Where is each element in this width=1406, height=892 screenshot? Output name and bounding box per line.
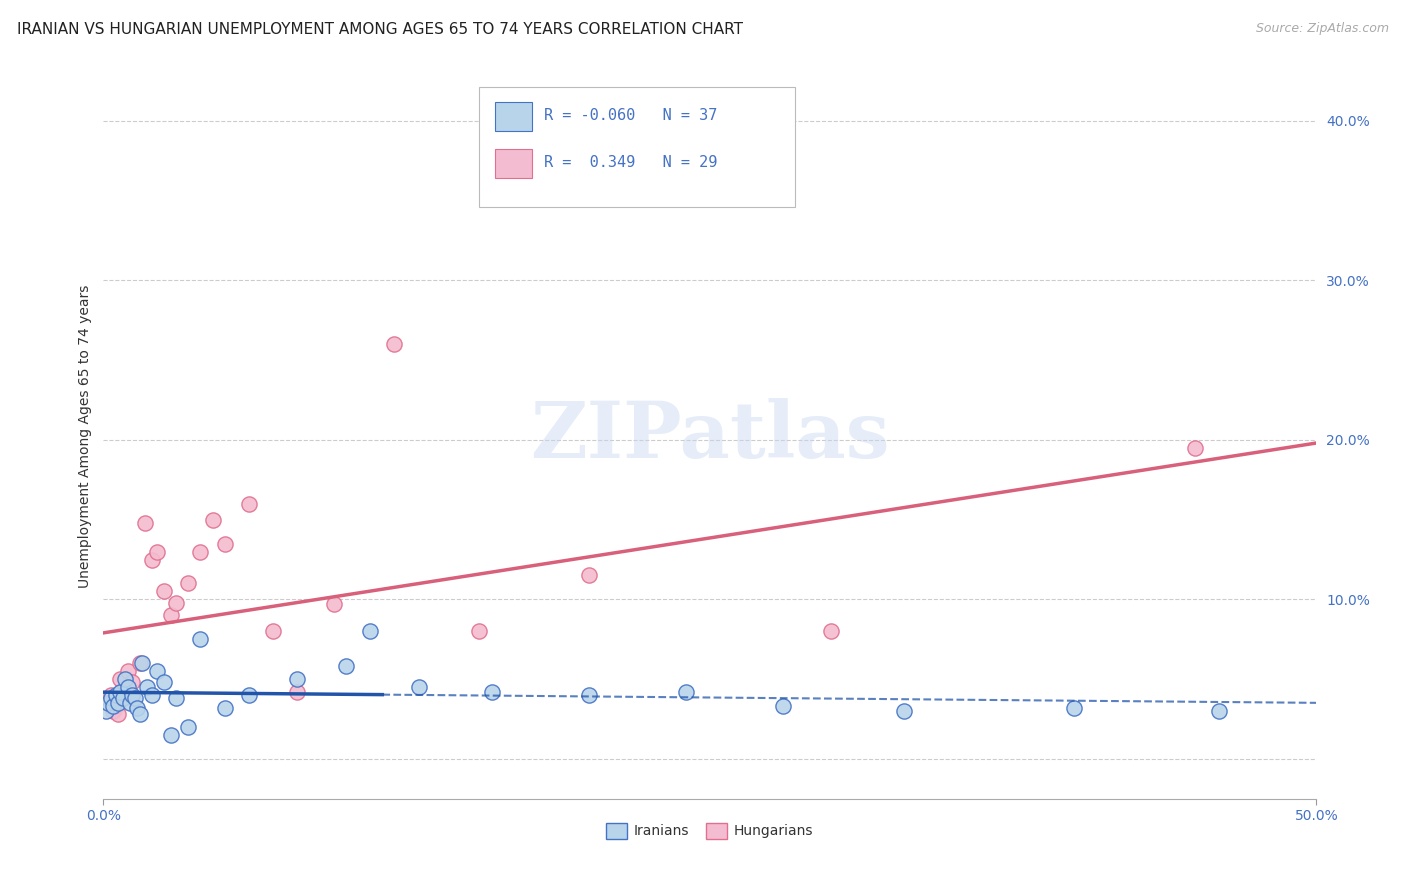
Point	[165, 691, 187, 706]
Point	[153, 675, 176, 690]
Point	[820, 624, 842, 639]
Point	[100, 691, 122, 706]
Point	[145, 544, 167, 558]
Point	[121, 688, 143, 702]
Point	[97, 696, 120, 710]
Text: IRANIAN VS HUNGARIAN UNEMPLOYMENT AMONG AGES 65 TO 74 YEARS CORRELATION CHART: IRANIAN VS HUNGARIAN UNEMPLOYMENT AMONG …	[17, 22, 742, 37]
Y-axis label: Unemployment Among Ages 65 to 74 years: Unemployment Among Ages 65 to 74 years	[79, 285, 93, 588]
Point	[214, 536, 236, 550]
Text: R =  0.349   N = 29: R = 0.349 N = 29	[544, 154, 717, 169]
Point	[131, 657, 153, 671]
Point	[117, 680, 139, 694]
Point	[675, 685, 697, 699]
Point	[107, 696, 129, 710]
Bar	[495, 102, 531, 131]
Point	[120, 696, 142, 710]
Point	[408, 680, 430, 694]
Point	[94, 704, 117, 718]
Point	[100, 688, 122, 702]
Point	[772, 699, 794, 714]
Point	[262, 624, 284, 639]
Point	[111, 691, 134, 706]
Point	[124, 691, 146, 706]
Point	[97, 696, 120, 710]
Point	[335, 659, 357, 673]
Text: ZIPatlas: ZIPatlas	[530, 398, 890, 474]
Point	[128, 657, 150, 671]
Point	[893, 704, 915, 718]
Point	[110, 685, 132, 699]
Point	[287, 685, 309, 699]
Point	[384, 337, 406, 351]
Point	[141, 688, 163, 702]
Point	[238, 497, 260, 511]
Point	[1063, 701, 1085, 715]
Point	[160, 728, 183, 742]
Point	[111, 691, 134, 706]
Point	[1184, 441, 1206, 455]
Point	[145, 664, 167, 678]
Point	[322, 597, 344, 611]
Point	[190, 632, 212, 647]
Point	[114, 672, 136, 686]
Legend: Iranians, Hungarians: Iranians, Hungarians	[600, 817, 820, 844]
Point	[238, 688, 260, 702]
Point	[127, 701, 149, 715]
Point	[359, 624, 381, 639]
FancyBboxPatch shape	[479, 87, 794, 207]
Point	[481, 685, 503, 699]
Point	[101, 704, 124, 718]
Point	[141, 552, 163, 566]
Point	[468, 624, 491, 639]
Point	[153, 584, 176, 599]
Point	[101, 699, 124, 714]
Point	[190, 544, 212, 558]
Text: Source: ZipAtlas.com: Source: ZipAtlas.com	[1256, 22, 1389, 36]
Point	[107, 707, 129, 722]
Point	[1208, 704, 1230, 718]
Text: R = -0.060   N = 37: R = -0.060 N = 37	[544, 108, 717, 122]
Point	[165, 596, 187, 610]
Point	[160, 608, 183, 623]
Point	[121, 675, 143, 690]
Point	[214, 701, 236, 715]
Point	[104, 688, 127, 702]
Point	[104, 699, 127, 714]
Point	[134, 516, 156, 530]
Point	[578, 688, 600, 702]
Point	[136, 680, 159, 694]
Point	[177, 576, 200, 591]
Bar	[495, 149, 531, 178]
Point	[201, 513, 224, 527]
Point	[117, 664, 139, 678]
Point	[128, 707, 150, 722]
Point	[287, 672, 309, 686]
Point	[110, 672, 132, 686]
Point	[578, 568, 600, 582]
Point	[177, 720, 200, 734]
